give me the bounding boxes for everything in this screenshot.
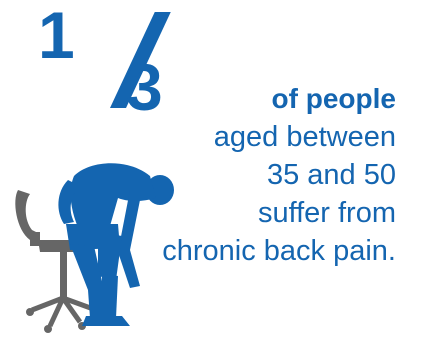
statistic-text: of people aged between 35 and 50 suffer … [96,80,396,270]
stat-line-5: chronic back pain. [162,235,396,267]
fraction-one-third: 1 3 [38,0,171,124]
stat-line-3: 35 and 50 [266,159,396,191]
stat-line-2: aged between [213,121,396,153]
illustration [15,163,174,333]
fraction-denominator: 3 [126,50,163,124]
stat-line-4: suffer from [257,197,396,229]
person-back-pain-icon [58,163,174,326]
stat-line-1: of people [271,83,396,114]
fraction-numerator: 1 [38,0,75,72]
